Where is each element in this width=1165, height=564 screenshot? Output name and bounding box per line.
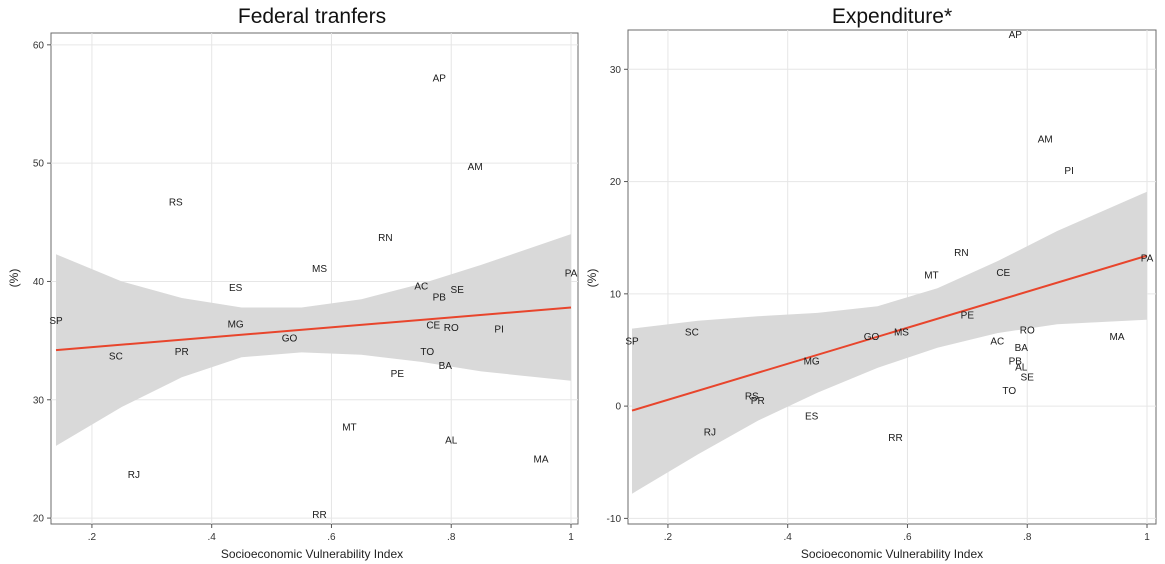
point-label-pa: PA: [565, 269, 578, 280]
point-label-sp: SP: [49, 316, 63, 327]
point-label-am: AM: [468, 162, 483, 173]
panel-title: Federal tranfers: [238, 5, 386, 28]
y-axis-title: (%): [7, 269, 21, 288]
point-label-ac: AC: [414, 282, 428, 293]
point-label-sp: SP: [625, 336, 639, 347]
point-label-pb: PB: [433, 292, 447, 303]
y-tick-label: 10: [610, 289, 622, 300]
expenditure-panel: AP AM PI RN PA CE MT PE RO SC MS GO MA SP AC BA MG PBALSE…: [585, 5, 1157, 561]
y-tick-label: 30: [33, 395, 45, 406]
point-label-pi: PI: [1064, 166, 1073, 177]
point-label-sc: SC: [685, 328, 699, 339]
confidence-band: [56, 234, 571, 446]
point-label-go: GO: [282, 334, 298, 345]
point-label-rr: RR: [312, 510, 326, 521]
axis-ticks: .2 .4 .6 .8 1 -10 0 10 20 30: [607, 65, 1151, 543]
point-label-es: ES: [229, 283, 243, 294]
point-label-rr: RR: [888, 433, 902, 444]
point-label-mg: MG: [804, 357, 820, 368]
x-tick-label: .4: [784, 532, 793, 543]
x-tick-label: .2: [88, 532, 97, 543]
fitted-line: [631, 254, 1148, 412]
point-label-go: GO: [864, 332, 880, 343]
y-tick-label: 60: [33, 40, 45, 51]
x-tick-label: 1: [568, 532, 574, 543]
point-label-rj: RJ: [704, 427, 716, 438]
point-label-ma: MA: [1110, 332, 1125, 343]
x-tick-label: .6: [903, 532, 912, 543]
y-axis-title: (%): [585, 269, 599, 288]
point-label-rj: RJ: [128, 470, 140, 481]
point-label-pr: PR: [175, 347, 189, 358]
x-tick-label: .6: [327, 532, 336, 543]
point-label-ac: AC: [990, 336, 1004, 347]
point-label-ba: BA: [439, 361, 453, 372]
point-label-rn: RN: [378, 233, 392, 244]
point-label-pe: PE: [391, 369, 405, 380]
point-label-sc: SC: [109, 351, 123, 362]
point-label-pe: PE: [961, 311, 975, 322]
point-label-ap: AP: [1009, 30, 1023, 41]
point-label-am: AM: [1038, 134, 1053, 145]
point-label-to: TO: [420, 347, 434, 358]
point-labels: AP AM RS RN MS PA ES AC SE PB SP MG CE RO PI GO PR TO SC BA…: [49, 73, 577, 521]
confidence-band: [632, 191, 1147, 494]
point-label-ce: CE: [996, 268, 1010, 279]
point-label-ba: BA: [1015, 343, 1029, 354]
point-label-rn: RN: [954, 248, 968, 259]
x-tick-label: .4: [208, 532, 217, 543]
fitted-line: [55, 306, 572, 352]
y-tick-label: 40: [33, 277, 45, 288]
y-tick-label: 20: [33, 514, 45, 525]
point-labels: AP AM PI RN PA CE MT PE RO SC MS GO MA SP AC BA MG PBALSE…: [625, 30, 1153, 444]
point-label-pb: PB: [1009, 357, 1023, 368]
point-label-ms: MS: [312, 264, 327, 275]
point-label-to: TO: [1002, 386, 1016, 397]
point-label-al: AL: [1015, 362, 1028, 373]
axis-ticks: .2 .4 .6 .8 1 20 30 40 50 60: [33, 40, 574, 543]
x-axis-title: Socioeconomic Vulnerability Index: [801, 547, 983, 561]
point-label-ro: RO: [1020, 325, 1035, 336]
point-label-se: SE: [1021, 372, 1035, 383]
y-tick-label: 30: [610, 65, 622, 76]
point-label-mg: MG: [228, 320, 244, 331]
panel-title: Expenditure*: [832, 5, 952, 28]
point-label-ma: MA: [534, 454, 549, 465]
x-tick-label: .8: [1023, 532, 1032, 543]
y-tick-label: 20: [610, 177, 622, 188]
point-label-rs: RS: [169, 198, 183, 209]
point-label-ro: RO: [444, 323, 459, 334]
point-label-mt: MT: [342, 422, 356, 433]
point-label-se: SE: [451, 285, 465, 296]
x-tick-label: .2: [664, 532, 673, 543]
point-label-rs: RS: [745, 392, 759, 403]
y-tick-label: 50: [33, 159, 45, 170]
y-tick-label: 0: [615, 402, 621, 413]
federal-transfers-panel: AP AM RS RN MS PA ES AC SE PB SP MG CE RO PI GO PR TO SC BA…: [7, 5, 579, 561]
point-label-pi: PI: [494, 324, 503, 335]
x-tick-label: .8: [447, 532, 456, 543]
x-tick-label: 1: [1144, 532, 1150, 543]
point-label-ce: CE: [426, 321, 440, 332]
point-label-ms: MS: [894, 328, 909, 339]
point-label-mt: MT: [924, 270, 938, 281]
point-label-es: ES: [805, 412, 819, 423]
y-tick-label: -10: [607, 514, 622, 525]
point-label-ap: AP: [433, 73, 447, 84]
x-axis-title: Socioeconomic Vulnerability Index: [221, 547, 403, 561]
point-label-pr: PR: [751, 396, 765, 407]
point-label-al: AL: [445, 435, 458, 446]
grid-lines: [51, 33, 578, 524]
point-label-pa: PA: [1141, 253, 1154, 264]
